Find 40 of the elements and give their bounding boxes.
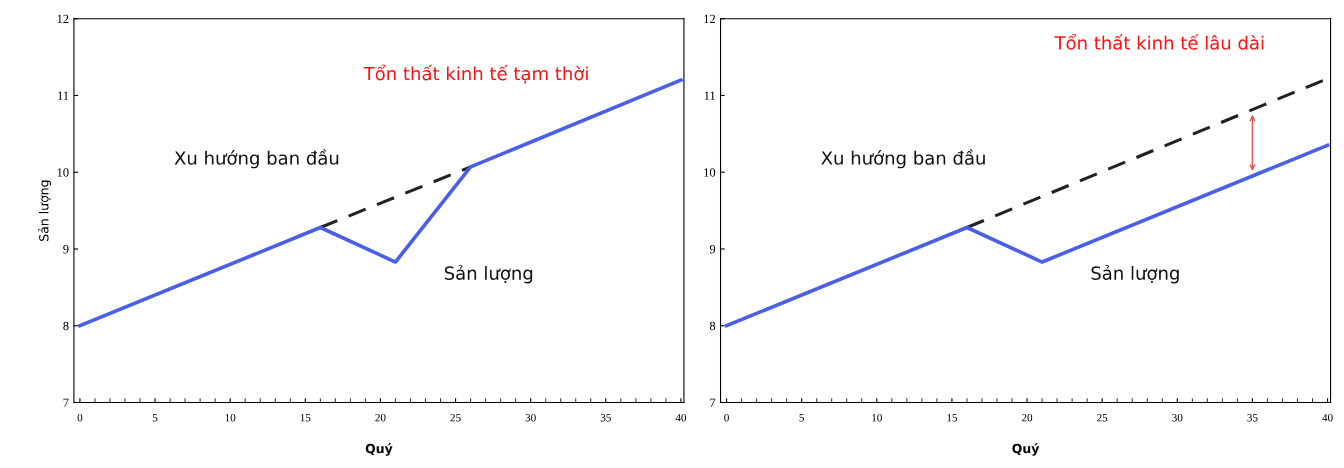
x-tick-label: 5 — [152, 414, 158, 422]
y-tick-label: 10 — [57, 168, 69, 177]
x-tick-label: 15 — [300, 413, 311, 422]
annotation: Sản lượng — [1091, 265, 1179, 284]
y-axis-title: Sản lượng — [38, 180, 51, 241]
x-tick-label: 10 — [872, 413, 882, 422]
annotation: Sản lượng — [444, 265, 533, 284]
y-tick-label: 10 — [704, 168, 716, 177]
y-tick-label: 7 — [63, 398, 69, 407]
x-tick-label: 30 — [1172, 413, 1183, 422]
line-series — [724, 143, 1330, 328]
x-axis-title: Quý — [365, 443, 393, 456]
x-tick-label: 25 — [1097, 413, 1108, 422]
y-tick-label: 11 — [58, 91, 69, 100]
x-tick-label: 35 — [1247, 413, 1258, 422]
x-tick-label: 15 — [947, 413, 958, 422]
x-tick-label: 40 — [1322, 413, 1333, 422]
annotation: Xu hướng ban đầu — [174, 149, 339, 169]
x-tick-label: 10 — [225, 413, 236, 422]
x-tick-label: 5 — [799, 414, 805, 422]
annotation: Tổn thất kinh tế lâu dài — [1054, 33, 1264, 50]
y-tick-label: 7 — [710, 398, 716, 407]
y-tick-label: 12 — [57, 14, 69, 24]
y-tick-label: 9 — [709, 245, 716, 254]
annotation: Xu hướng ban đầu — [821, 149, 985, 169]
x-tick-label: 20 — [1021, 413, 1033, 422]
y-tick-label: 8 — [709, 321, 716, 331]
x-tick-label: 0 — [724, 413, 729, 422]
y-tick-label: 11 — [704, 91, 715, 100]
x-axis-title: Quý — [1012, 443, 1040, 456]
x-tick-label: 25 — [450, 413, 461, 422]
y-tick-label: 12 — [704, 14, 715, 24]
x-tick-label: 30 — [525, 413, 536, 422]
x-tick-label: 0 — [77, 413, 83, 422]
x-tick-label: 35 — [600, 413, 611, 422]
y-tick-label: 9 — [63, 245, 69, 254]
y-tick-label: 8 — [63, 321, 69, 331]
x-tick-label: 20 — [375, 413, 386, 422]
annotation: Tổn thất kinh tế tạm thời — [363, 64, 588, 84]
x-tick-label: 40 — [675, 413, 687, 422]
